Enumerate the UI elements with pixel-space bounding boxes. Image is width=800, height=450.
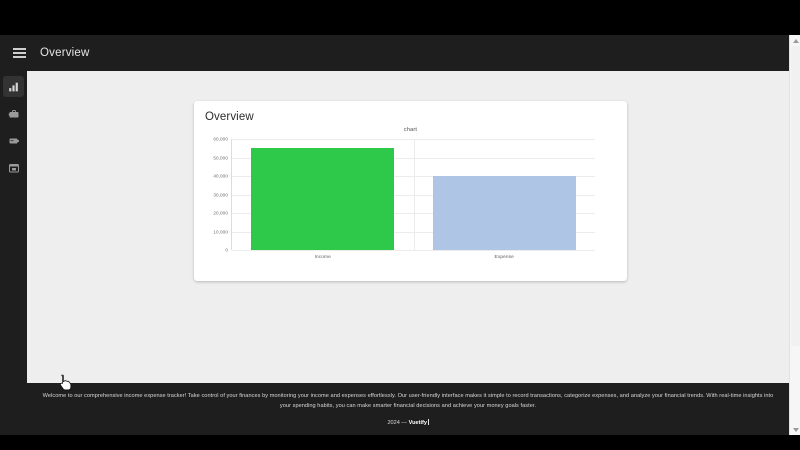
page-title: Overview — [40, 47, 90, 59]
y-axis-tick-label: 50,000 — [213, 155, 228, 160]
calendar-icon — [8, 163, 19, 172]
chart-plot-area: 0 10,000 20,000 30,000 40,000 50,000 60,000 Inc… — [213, 137, 595, 260]
y-axis-tick-label: 60,000 — [213, 136, 228, 142]
chart-category-separator — [413, 139, 415, 250]
hamburger-menu-button[interactable] — [4, 38, 34, 68]
briefcase-icon — [8, 109, 18, 117]
hamburger-icon — [12, 48, 26, 58]
chart-bar[interactable]: Expense — [432, 176, 576, 260]
card-title: Overview — [205, 111, 254, 123]
chart-bar[interactable]: Income — [251, 148, 395, 260]
scroll-down-button[interactable] — [790, 424, 800, 435]
scrollbar-thumb[interactable] — [791, 46, 800, 346]
app-bar: Overview — [0, 35, 789, 71]
scroll-up-button[interactable] — [790, 35, 800, 46]
sidebar-item-transactions[interactable] — [3, 103, 24, 124]
footer-description: Welcome to our comprehensive income expe… — [42, 393, 774, 410]
y-axis-tick-label: 30,000 — [213, 192, 228, 197]
bar-chart: chart 0 10,000 20,000 30,000 40,000 50,000 60,… — [194, 127, 627, 281]
overview-card: Overview chart 0 10,000 20,000 30,000 40,000… — [194, 101, 627, 281]
scroll-up-arrow-icon — [792, 38, 799, 43]
y-axis-tick-label: 10,000 — [213, 229, 228, 234]
y-axis-tick-label: 0 — [225, 247, 228, 253]
chart-title: chart — [403, 127, 418, 133]
text-caret — [427, 418, 429, 425]
footer-brand: Vuetify — [408, 419, 428, 426]
sidebar-rail — [0, 71, 27, 435]
vertical-scrollbar[interactable] — [789, 35, 800, 435]
main-content: Overview chart 0 10,000 20,000 30,000 40,000… — [27, 71, 789, 383]
footer: Welcome to our comprehensive income expe… — [27, 383, 789, 435]
wallet-icon — [9, 138, 19, 143]
y-axis-tick-label: 20,000 — [213, 210, 228, 216]
y-axis-tick-label: 40,000 — [213, 173, 228, 179]
sidebar-item-dashboard[interactable] — [3, 76, 24, 97]
x-axis-category-label: Expense — [494, 255, 514, 260]
footer-year: 2024 — — [387, 419, 409, 426]
browser-viewport: Overview — [0, 35, 789, 435]
chart-gridline: 0 — [225, 248, 595, 253]
sidebar-item-income[interactable] — [3, 130, 24, 151]
bar-chart-icon — [9, 82, 18, 92]
footer-copyright: 2024 — Vuetify — [39, 418, 777, 426]
x-axis-category-label: Income — [314, 255, 331, 260]
scroll-down-arrow-icon — [792, 427, 799, 432]
sidebar-item-reports[interactable] — [3, 157, 24, 178]
